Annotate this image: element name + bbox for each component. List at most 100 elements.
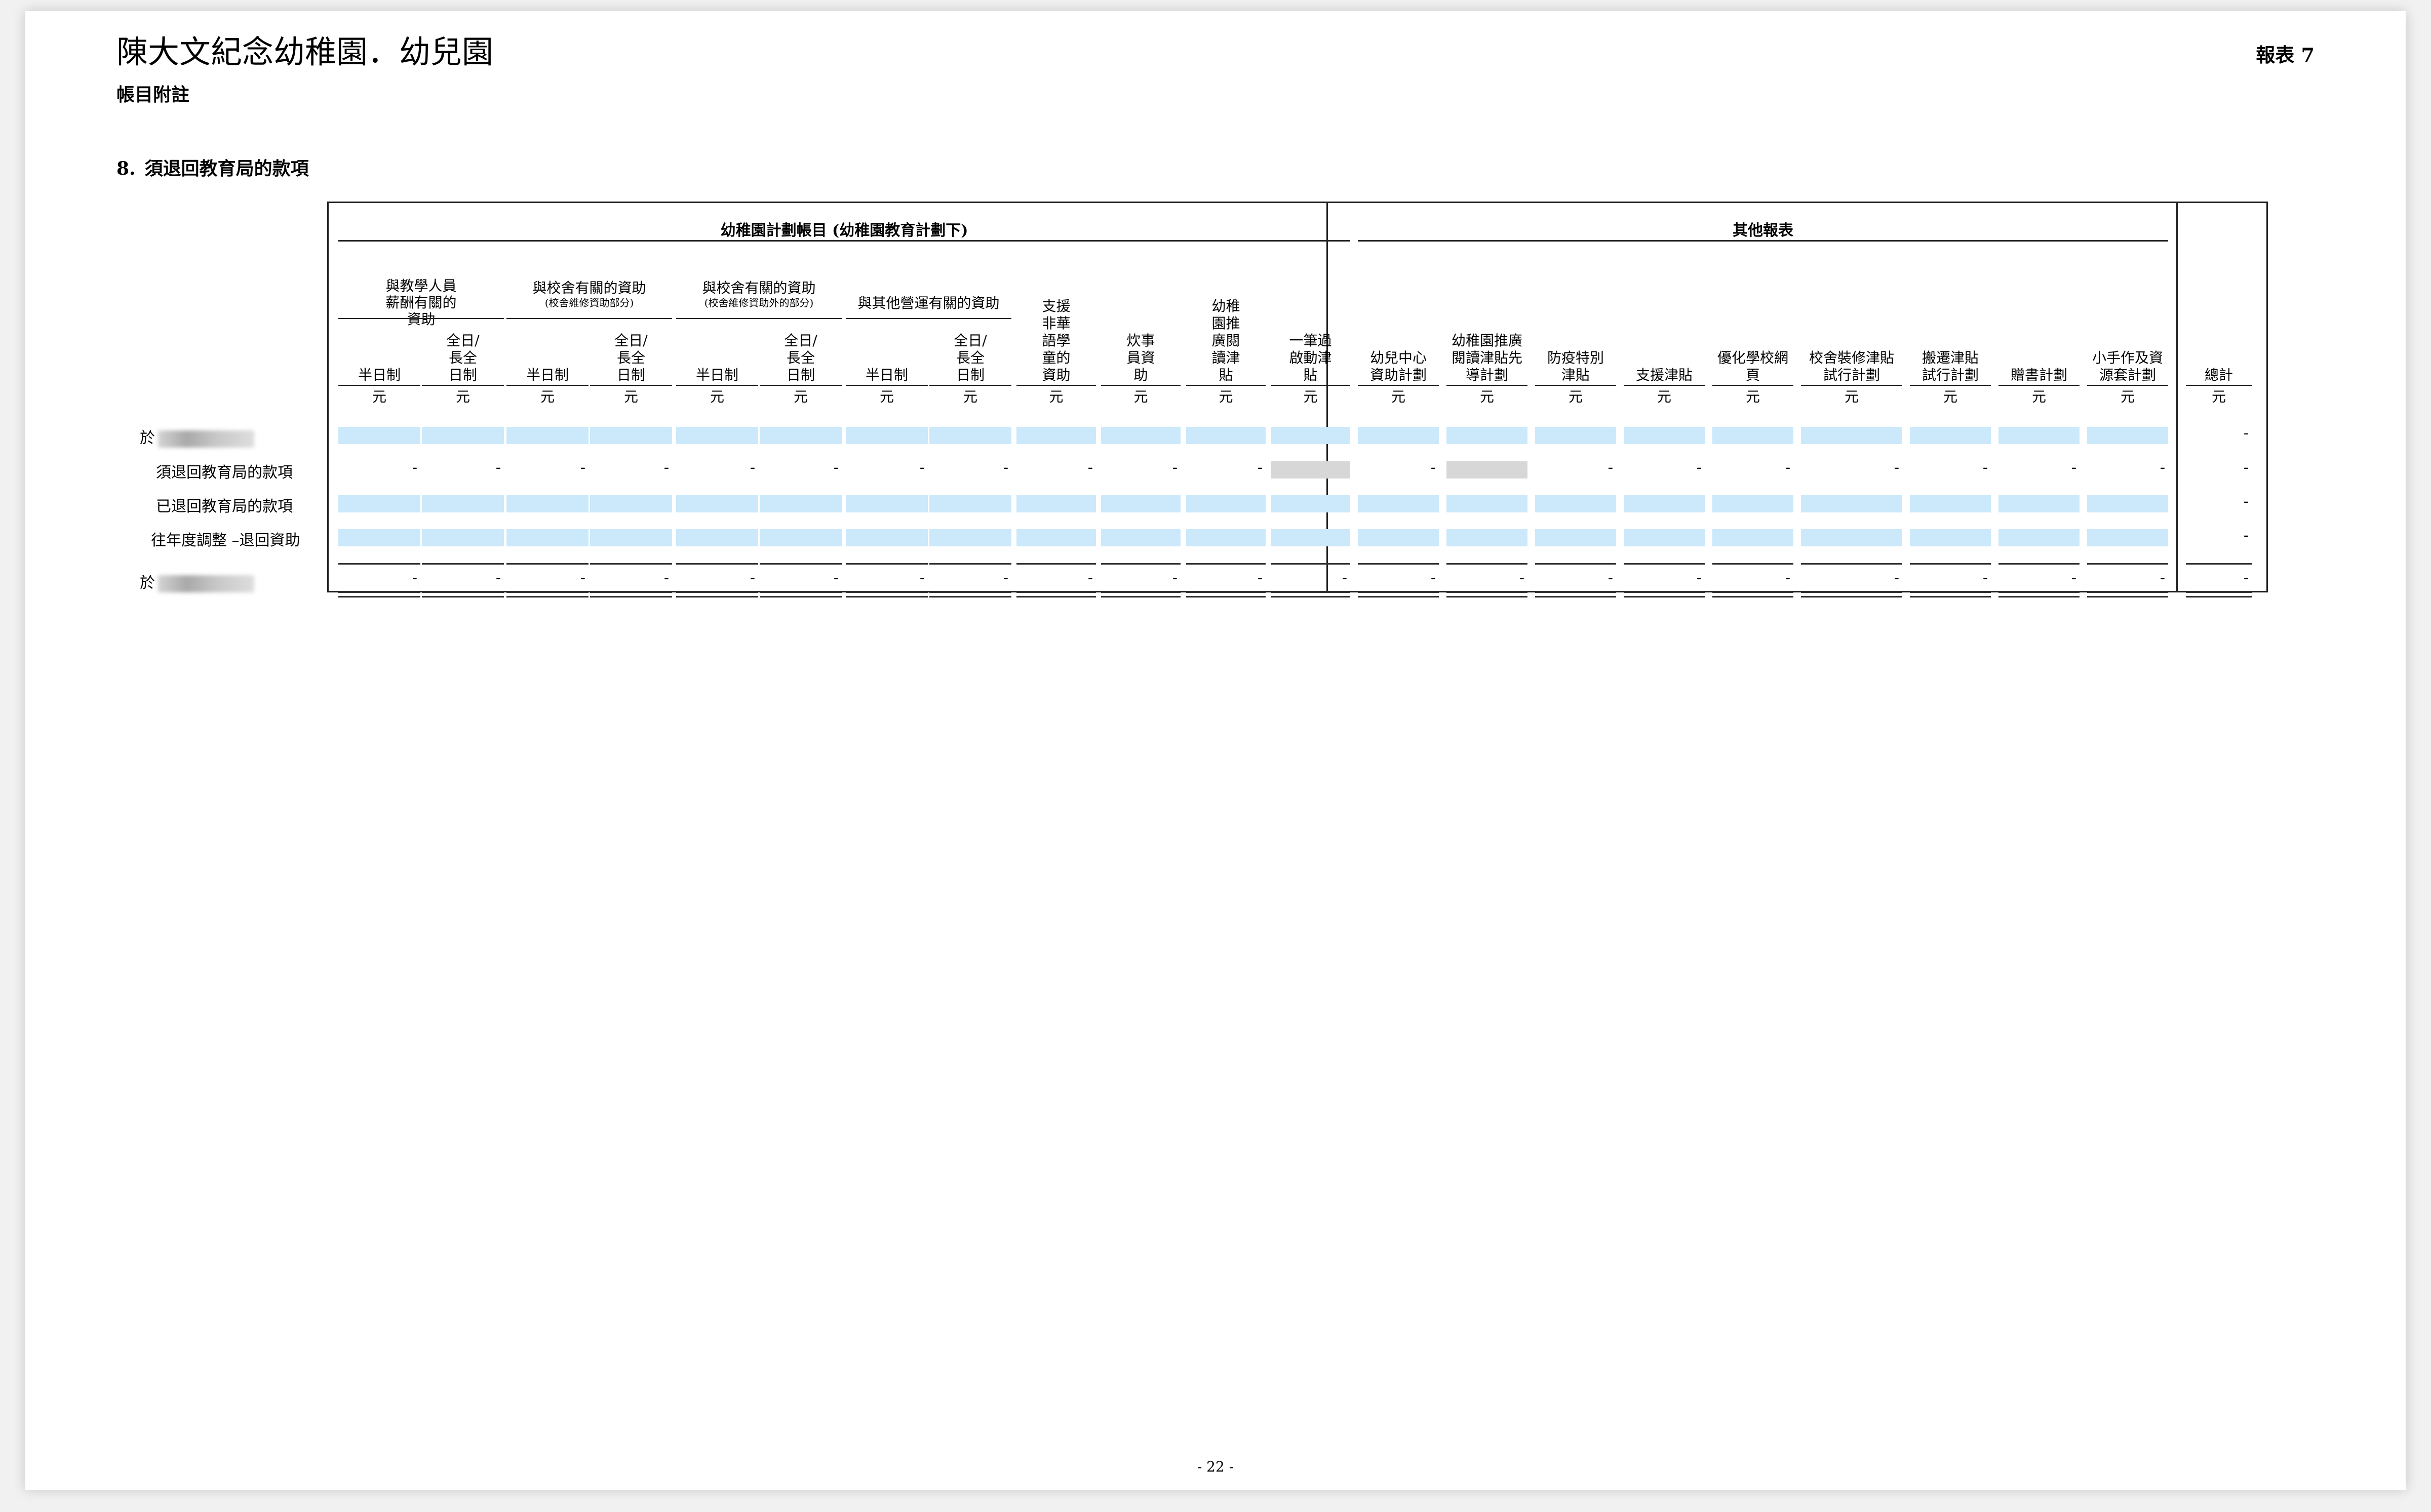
column-header-underline xyxy=(1624,385,1705,386)
currency-unit: 元 xyxy=(1568,388,1583,405)
row-label: 往年度調整 –退回資助 xyxy=(151,528,300,550)
column-header: 優化學校網頁 xyxy=(1717,349,1788,383)
input-cell xyxy=(760,427,842,444)
cell-value: - xyxy=(1087,569,1093,587)
input-cell xyxy=(1358,529,1439,546)
row-label: 已退回教育局的款項 xyxy=(156,494,293,516)
input-cell xyxy=(1801,529,1902,546)
cell-value: - xyxy=(1982,569,1988,587)
group-header-kindergarten: 幼稚園計劃帳目 (幼稚園教育計劃下) xyxy=(720,222,968,240)
subtotal-line xyxy=(760,563,842,565)
subtotal-line xyxy=(676,563,758,565)
cell-value: - xyxy=(1257,459,1263,476)
total-double-line xyxy=(1186,591,1266,598)
input-cell xyxy=(338,495,420,512)
group-underline xyxy=(1358,240,2168,242)
report-number: 報表 7 xyxy=(2256,44,2315,66)
total-double-line xyxy=(2087,591,2168,598)
currency-unit: 元 xyxy=(1479,388,1494,405)
total-double-line xyxy=(846,591,928,598)
subtotal-line xyxy=(2186,563,2252,565)
input-cell xyxy=(1801,495,1902,512)
document-page: 陳大文紀念幼稚園．幼兒園 帳目附註 報表 7 8. 須退回教育局的款項 幼稚園計劃… xyxy=(25,11,2406,1490)
subtotal-line xyxy=(590,563,672,565)
input-cell xyxy=(1101,427,1181,444)
cell-value: - xyxy=(1003,459,1008,476)
cell-value: - xyxy=(1982,459,1988,476)
cell-value: - xyxy=(2160,569,2165,587)
currency-unit: 元 xyxy=(879,388,894,405)
column-header: 一筆過啟動津貼 xyxy=(1289,332,1332,383)
currency-unit: 元 xyxy=(2211,388,2226,405)
subtotal-line xyxy=(1446,563,1527,565)
column-header-underline xyxy=(1101,385,1181,386)
total-double-line xyxy=(929,591,1011,598)
subtotal-line xyxy=(1101,563,1181,565)
column-header-underline xyxy=(1801,385,1902,386)
subgroup-header: 與校舍有關的資助 (校舍維修資助部分) xyxy=(506,280,672,309)
subtotal-line xyxy=(1712,563,1793,565)
column-header-underline xyxy=(1186,385,1266,386)
row-label-text: 於 xyxy=(140,574,155,592)
column-header: 全日/長全日制 xyxy=(446,332,480,383)
input-cell xyxy=(1358,427,1439,444)
total-double-line xyxy=(422,591,504,598)
column-header-underline xyxy=(1358,385,1439,386)
subtotal-line xyxy=(1016,563,1096,565)
subtotal-line xyxy=(929,563,1011,565)
row-label: 於 xyxy=(140,570,254,592)
disabled-cell xyxy=(1446,461,1527,479)
column-header: 校舍裝修津貼試行計劃 xyxy=(1809,349,1894,383)
total-double-line xyxy=(1016,591,1096,598)
column-separator xyxy=(2176,202,2178,592)
subgroup-note: (校舍維修資助部分) xyxy=(544,297,634,309)
column-header: 半日制 xyxy=(526,367,569,383)
currency-unit: 元 xyxy=(1943,388,1957,405)
subgroup-underline xyxy=(506,318,672,319)
cell-value: - xyxy=(1172,459,1178,476)
input-cell xyxy=(1712,427,1793,444)
subtotal-line xyxy=(1998,563,2080,565)
subgroup-underline xyxy=(846,318,1011,319)
cell-value: - xyxy=(919,569,925,587)
subtotal-line xyxy=(2087,563,2168,565)
input-cell xyxy=(1271,427,1350,444)
input-cell xyxy=(2087,529,2168,546)
cell-value: - xyxy=(833,569,839,587)
column-header-underline xyxy=(506,385,589,386)
input-cell xyxy=(676,495,758,512)
input-cell xyxy=(1998,427,2080,444)
column-header: 幼稚園推廣閱讀津貼先導計劃 xyxy=(1451,332,1522,383)
column-header: 半日制 xyxy=(358,367,401,383)
column-header-underline xyxy=(676,385,758,386)
currency-unit: 元 xyxy=(1657,388,1671,405)
column-header-underline xyxy=(760,385,842,386)
currency-unit: 元 xyxy=(1049,388,1064,405)
row-label-text: 往年度調整 –退回資助 xyxy=(151,532,300,549)
cell-value: - xyxy=(919,459,925,476)
total-double-line xyxy=(1998,591,2080,598)
input-cell xyxy=(1535,529,1616,546)
column-header: 總計 xyxy=(2204,367,2233,383)
cell-value: - xyxy=(1342,569,1347,587)
column-header-underline xyxy=(1910,385,1991,386)
column-header: 防疫特別津貼 xyxy=(1547,349,1604,383)
currency-unit: 元 xyxy=(1844,388,1859,405)
subgroup-title: 與教學人員薪酬有關的資助 xyxy=(385,277,457,328)
cell-value: - xyxy=(2071,569,2076,587)
cell-value: - xyxy=(1087,459,1093,476)
cell-value: - xyxy=(663,569,669,587)
subgroup-title: 與校舍有關的資助 xyxy=(702,280,816,296)
currency-unit: 元 xyxy=(1219,388,1233,405)
column-header: 贈書計劃 xyxy=(2010,367,2067,383)
section-number: 8. xyxy=(116,158,136,179)
currency-unit: 元 xyxy=(963,388,977,405)
subtotal-line xyxy=(422,563,504,565)
currency-unit: 元 xyxy=(1133,388,1148,405)
input-cell xyxy=(1624,495,1705,512)
input-cell xyxy=(1101,529,1181,546)
input-cell xyxy=(1446,427,1527,444)
total-double-line xyxy=(1801,591,1902,598)
cell-value: - xyxy=(495,569,501,587)
column-header-underline xyxy=(1446,385,1527,386)
